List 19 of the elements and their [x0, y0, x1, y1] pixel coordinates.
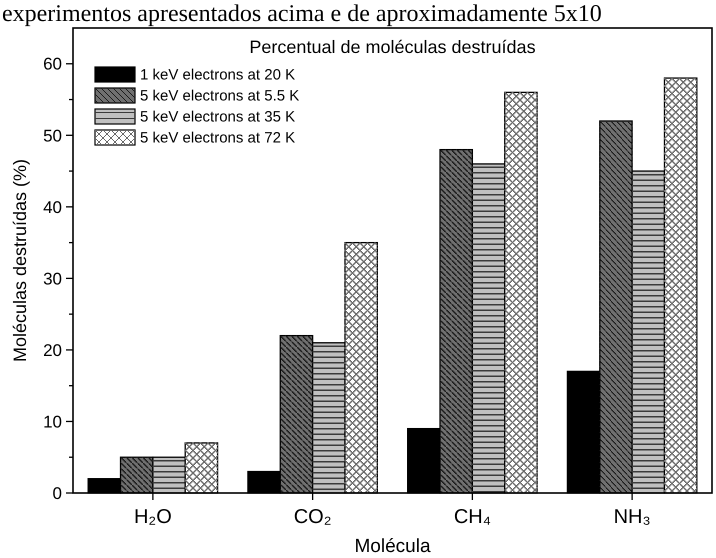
y-tick-label: 50	[43, 126, 62, 146]
text: Percentual de moléculas destruídas	[249, 37, 536, 57]
legend-label: 5 keV electrons at 35 K	[140, 108, 296, 126]
legend-label: 5 keV electrons at 72 K	[140, 129, 296, 146]
y-tick-label: 0	[52, 484, 62, 503]
y-tick-label: 40	[43, 198, 62, 217]
legend-label: 1 keV electrons at 20 K	[140, 66, 296, 84]
y-tick-label: 20	[43, 340, 62, 360]
y-axis-title: Moléculas destruídas (%)	[10, 158, 30, 362]
x-tick-label: CH₄	[454, 506, 491, 528]
legend-label: 5 keV electrons at 5.5 K	[140, 87, 300, 104]
x-tick-label: NH₃	[614, 506, 651, 528]
x-tick-label: H₂O	[134, 506, 172, 528]
y-tick-label: 30	[43, 269, 62, 288]
text: experimentos apresentados acima e de aproximadamente 5x10	[2, 1, 602, 27]
y-tick-label: 10	[43, 412, 62, 432]
x-axis-title: Molécula	[354, 536, 431, 557]
y-tick-label: 60	[43, 54, 62, 74]
x-tick-label: CO₂	[294, 506, 332, 528]
